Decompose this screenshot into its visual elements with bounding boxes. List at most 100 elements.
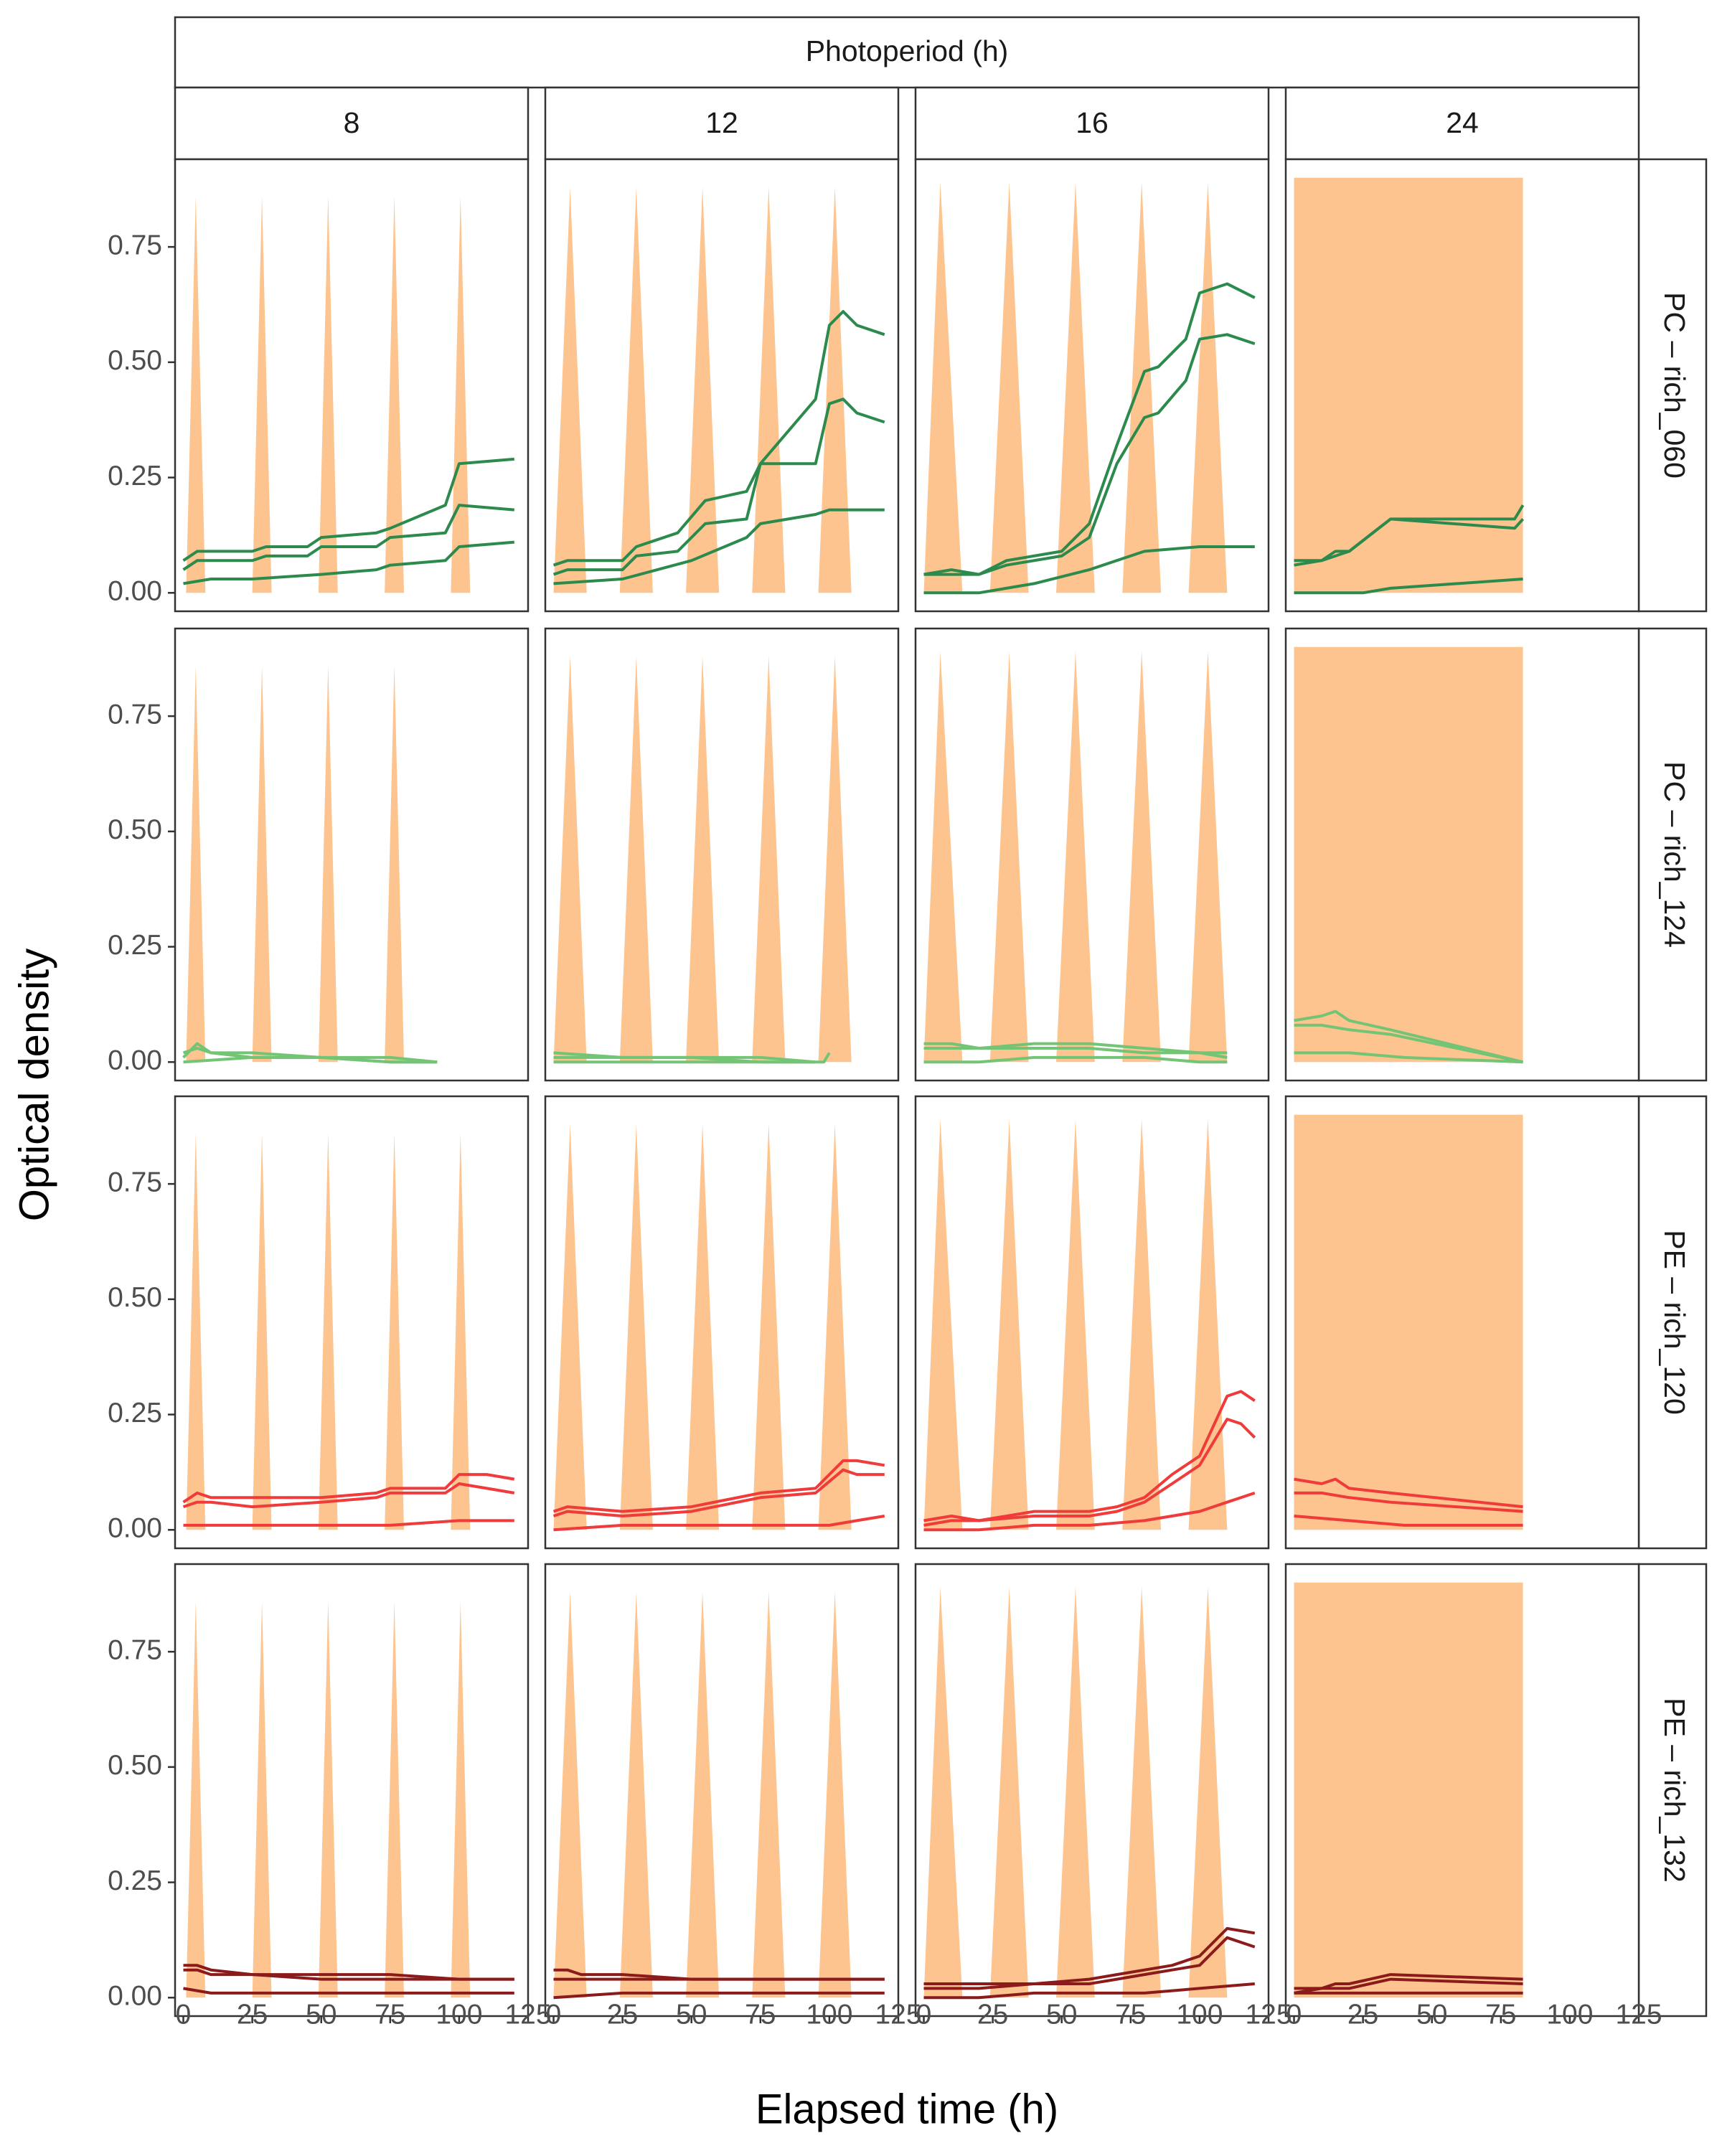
panel-border <box>1284 1563 1640 2018</box>
panel-border <box>544 1095 900 1550</box>
y-tick-label: 0.50 <box>108 1750 162 1781</box>
light-band-peak-3 <box>686 656 720 1063</box>
light-band-constant <box>1294 1114 1523 1530</box>
series-line-3 <box>183 1987 514 1995</box>
light-band-peak-3 <box>686 1124 720 1530</box>
light-band-peak-2 <box>989 1119 1029 1530</box>
series-line-3 <box>183 1055 438 1064</box>
light-band-peak-2 <box>252 1601 272 1998</box>
panel-background <box>175 159 528 611</box>
series-line-3 <box>923 1055 1228 1064</box>
column-strip-label-16: 16 <box>1076 106 1109 139</box>
light-band-peak-5 <box>1188 182 1228 593</box>
x-tick-label: 25 <box>977 1999 1008 2030</box>
series-line-3 <box>183 1519 514 1527</box>
top-group-strip-label: Photoperiod (h) <box>806 34 1009 67</box>
light-band-peak-1 <box>553 656 587 1063</box>
row-strip-4 <box>1637 1563 1708 2018</box>
light-band-peak-3 <box>318 196 338 593</box>
light-band-peak-5 <box>1188 1587 1228 1998</box>
light-band-peak-3 <box>686 187 720 593</box>
light-band-peak-5 <box>451 1133 471 1530</box>
x-tick-label: 75 <box>745 1999 776 2030</box>
light-band-peak-1 <box>186 196 206 593</box>
light-band-peak-1 <box>553 1591 587 1998</box>
series-line-2 <box>923 1418 1256 1527</box>
column-strip-label-8: 8 <box>344 106 360 139</box>
x-tick-label: 100 <box>1176 1999 1223 2030</box>
x-tick-label: 125 <box>1245 1999 1292 2030</box>
light-band-constant <box>1294 177 1523 593</box>
light-band-peak-2 <box>252 665 272 1063</box>
panel-r2-c4 <box>1284 627 1640 1082</box>
row-strip-3 <box>1637 1095 1708 1550</box>
y-tick-label: 0.50 <box>108 814 162 845</box>
series-line-2 <box>923 1047 1228 1059</box>
panel-border <box>914 1095 1270 1550</box>
column-strip-label-24: 24 <box>1446 106 1479 139</box>
y-tick-label: 0.25 <box>108 1865 162 1896</box>
panel-r4-c4 <box>1284 1563 1640 2018</box>
light-band-peak-2 <box>989 651 1029 1063</box>
series-line-2 <box>552 397 885 576</box>
panel-r3-c4 <box>1284 1095 1640 1550</box>
light-band-peak-2 <box>619 1124 653 1530</box>
panel-r4-c2 <box>544 1563 900 2018</box>
panel-r2-c3 <box>914 627 1270 1082</box>
x-tick-label: 100 <box>436 1999 482 2030</box>
y-tick-label: 0.75 <box>108 230 162 260</box>
x-tick-label: 25 <box>1347 1999 1378 2030</box>
y-tick-label: 0.50 <box>108 1282 162 1313</box>
light-band-peak-5 <box>1188 651 1228 1063</box>
y-tick-label: 0.75 <box>108 699 162 730</box>
series-line-3 <box>1294 1515 1523 1527</box>
panel-r4-c1 <box>174 1563 530 2018</box>
axes-layer: 0.00 0.25 0.50 0.75 0.00 0.25 0.50 0.75 0.00 0.25… <box>108 230 1662 2030</box>
y-tick-label: 0.00 <box>108 1045 162 1076</box>
light-band-peak-1 <box>186 1133 206 1530</box>
series-line-3 <box>1294 1051 1523 1064</box>
light-band-peak-4 <box>752 656 786 1063</box>
panel-border <box>1284 627 1640 1082</box>
light-band-peak-4 <box>1122 1587 1162 1998</box>
light-band-constant <box>1294 1582 1523 1998</box>
light-band-peak-1 <box>923 182 963 593</box>
y-axis-title: Optical density <box>11 948 57 1221</box>
light-band-peak-4 <box>752 1591 786 1998</box>
light-band-peak-4 <box>385 1133 405 1530</box>
series-line-3 <box>923 1492 1256 1532</box>
panel-background <box>175 1096 528 1548</box>
panel-r2-c2 <box>544 627 900 1082</box>
light-band-peak-1 <box>553 1124 587 1530</box>
panel-border <box>174 1563 530 2018</box>
light-band-peak-3 <box>1056 182 1095 593</box>
light-band-peak-1 <box>553 187 587 593</box>
light-band-peak-3 <box>1056 651 1095 1063</box>
series-line-3 <box>183 540 514 585</box>
light-band-peak-5 <box>451 1601 471 1998</box>
panel-r1-c4 <box>1284 158 1640 613</box>
light-band-peak-2 <box>619 187 653 593</box>
column-strip-16 <box>914 86 1270 161</box>
series-line-2 <box>1294 517 1525 567</box>
y-tick-label: 0.25 <box>108 461 162 491</box>
light-band-peak-1 <box>923 1119 963 1530</box>
x-tick-label: 125 <box>504 1999 551 2030</box>
row-strip-2 <box>1637 627 1708 1082</box>
panel-r1-c3 <box>914 158 1270 613</box>
series-line-1 <box>1294 1009 1524 1064</box>
panel-border <box>914 158 1270 613</box>
panel-r1-c1 <box>174 158 530 613</box>
light-band-peak-1 <box>923 1587 963 1998</box>
x-tick-label: 25 <box>237 1999 268 2030</box>
light-band-peak-3 <box>1056 1587 1095 1998</box>
light-band-peak-5 <box>818 656 852 1063</box>
light-band-peak-2 <box>252 196 272 593</box>
panel-r3-c1 <box>174 1095 530 1550</box>
light-band-peak-2 <box>252 1133 272 1530</box>
x-tick-label: 75 <box>1115 1999 1146 2030</box>
row-strip-label-1: PC – rich_060 <box>1658 292 1691 479</box>
light-band-peak-2 <box>619 656 653 1063</box>
panel-layer <box>174 158 1640 2018</box>
